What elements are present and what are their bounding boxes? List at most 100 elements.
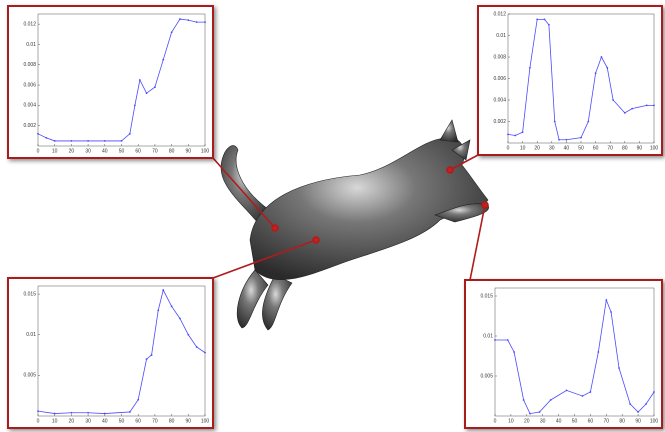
data-point [53,140,56,142]
x-tick-label: 60 [135,148,141,154]
data-point [37,410,39,413]
x-tick-label: 80 [622,145,628,151]
y-tick-label: 0.002 [493,119,506,125]
y-tick-label: 0.005 [23,373,36,379]
x-tick-label: 10 [520,145,526,151]
y-tick-label: 0.012 [23,21,36,27]
x-tick-label: 100 [650,418,659,424]
data-point [87,140,89,142]
panel-frame [7,5,214,159]
data-line [37,18,205,142]
panel-frame [7,277,214,429]
x-tick-label: 100 [201,148,210,154]
y-tick-label: 0.004 [23,103,36,109]
y-tick-label: 0.006 [493,76,506,82]
data-line [37,288,206,414]
x-tick-label: 0 [37,148,40,154]
x-tick-label: 20 [524,418,530,424]
panel-frame [464,279,663,429]
data-point [653,391,655,393]
data-point [536,18,539,21]
x-tick-label: 10 [52,148,58,154]
x-tick-label: 30 [85,148,91,154]
x-tick-label: 50 [572,418,578,424]
x-tick-label: 50 [578,145,584,151]
data-line [507,18,654,141]
data-point [606,66,609,69]
data-point [128,132,131,135]
data-point [538,411,541,413]
data-point [128,411,131,413]
x-tick-label: 100 [650,145,659,151]
y-tick-label: 0.004 [493,97,506,103]
data-point [594,72,597,75]
data-point [145,92,148,95]
y-tick-label: 0.015 [480,293,493,299]
y-tick-label: 0.01 [26,332,36,338]
data-point [179,18,181,20]
data-point [565,138,568,141]
x-tick-label: 50 [119,418,125,424]
data-point [587,120,590,123]
x-tick-label: 40 [564,145,570,151]
y-tick-label: 0.01 [483,333,493,339]
data-point [618,367,620,369]
data-point [103,140,106,142]
y-tick-label: 0.015 [23,291,36,297]
y-tick-label: 0.01 [26,42,36,48]
data-point [103,412,106,415]
data-point [70,411,73,414]
x-tick-label: 30 [540,418,546,424]
data-point [543,18,546,21]
y-tick-label: 0.008 [23,62,36,68]
y-tick-label: 0.01 [496,33,506,39]
x-tick-label: 0 [494,418,497,424]
data-point [162,58,165,61]
data-point [154,86,156,89]
panel-frame [477,5,663,156]
data-point [605,299,608,301]
data-point [120,140,123,142]
data-point [589,391,592,393]
data-point [653,104,655,107]
data-point [522,399,525,401]
data-point [612,99,615,101]
x-tick-label: 30 [549,145,555,151]
data-point [187,333,190,336]
x-tick-label: 20 [69,418,75,424]
x-tick-label: 90 [637,145,643,151]
y-tick-label: 0.008 [493,54,506,60]
data-point [179,317,181,320]
data-point [507,133,509,136]
x-tick-label: 80 [169,418,175,424]
data-point [521,131,524,134]
data-point [580,136,582,139]
x-tick-label: 70 [607,145,613,151]
x-tick-label: 40 [556,418,562,424]
data-point [145,358,148,361]
data-point [565,389,568,392]
data-point [529,66,531,69]
x-tick-label: 20 [534,145,540,151]
x-tick-label: 20 [69,148,75,154]
data-point [637,411,639,413]
data-point [87,411,89,414]
data-point [597,351,600,353]
x-tick-label: 90 [186,418,192,424]
x-tick-label: 90 [186,148,192,154]
cat-model [220,119,489,331]
data-point [53,412,56,415]
x-tick-label: 90 [635,418,641,424]
data-point [513,351,515,353]
data-point [45,136,48,139]
data-point [494,339,496,341]
x-tick-label: 0 [37,418,40,424]
data-point [37,132,39,135]
data-point [133,104,136,107]
data-point [150,354,153,356]
data-point [629,403,632,405]
data-point [529,412,531,415]
data-point [514,134,517,137]
data-point [581,395,584,397]
